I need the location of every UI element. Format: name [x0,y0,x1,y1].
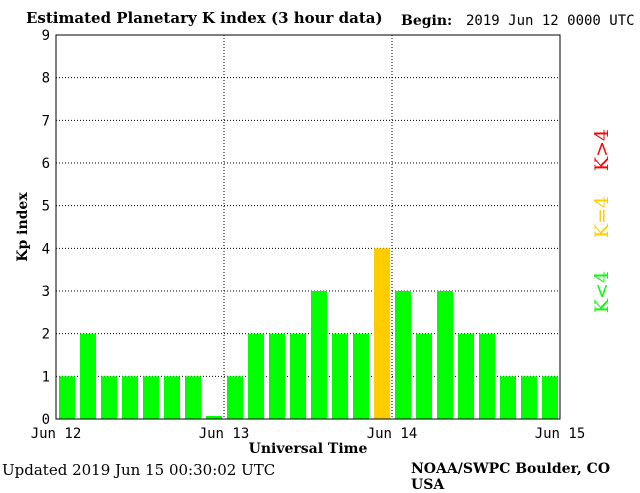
kp-bar [248,333,264,419]
plot-frame [55,34,561,420]
y-tick-label: 8 [42,71,50,87]
kp-bar [311,291,327,419]
y-tick-label: 7 [42,113,50,129]
kp-bar [479,333,495,419]
kp-bar [395,291,411,419]
chart-title: Estimated Planetary K index (3 hour data… [26,9,383,27]
x-tick-label: Jun 14 [367,426,418,442]
kp-bar [500,376,516,419]
kp-bar [458,333,474,419]
kp-bar [206,416,222,419]
x-tick-label: Jun 15 [535,426,586,442]
kp-bar [437,291,453,419]
kp-bar [542,376,558,419]
kp-chart: 0 1 2 3 4 5 6 7 8 9 Jun 12 Jun 13 Jun 14 Jun 15 Univ… [15,28,613,457]
kp-bar [59,376,75,419]
kp-bar [143,376,159,419]
kp-bar [290,333,306,419]
y-tick-label: 6 [42,156,50,172]
kp-bar [521,376,537,419]
kp-bar [374,248,390,419]
x-axis-title: Universal Time [249,441,368,457]
kp-bar [416,333,432,419]
x-tick-label: Jun 12 [31,426,82,442]
y-axis-title: Kp index [15,192,31,262]
kp-bar [80,333,96,419]
y-tick-label: 0 [42,412,50,428]
kp-bar [101,376,117,419]
chart-grid [56,35,560,419]
begin-label: Begin: [401,13,453,29]
legend-label: K=4 [591,196,613,238]
chart-legend: K<4 K=4 K>4 [591,129,613,313]
y-tick-label: 4 [42,241,50,257]
y-tick-label: 9 [42,28,50,44]
updated-timestamp: Updated 2019 Jun 15 00:30:02 UTC [2,461,276,479]
legend-label: K<4 [591,271,613,313]
kp-bar [164,376,180,419]
y-tick-label: 1 [42,369,50,385]
kp-bar [269,333,285,419]
x-tick-labels: Jun 12 Jun 13 Jun 14 Jun 15 [31,426,586,442]
x-tick-label: Jun 13 [199,426,250,442]
y-tick-label: 3 [42,284,50,300]
y-tick-labels: 0 1 2 3 4 5 6 7 8 9 [42,28,50,428]
source-credit: NOAA/SWPC Boulder, CO USA [411,461,611,493]
y-tick-label: 2 [42,327,50,343]
kp-bar [353,333,369,419]
legend-label: K>4 [591,129,613,171]
y-tick-label: 5 [42,199,50,215]
kp-bar [185,376,201,419]
chart-bars [59,248,558,419]
kp-bar [122,376,138,419]
begin-date: 2019 Jun 12 0000 UTC [466,13,635,29]
kp-bar [227,376,243,419]
kp-bar [332,333,348,419]
